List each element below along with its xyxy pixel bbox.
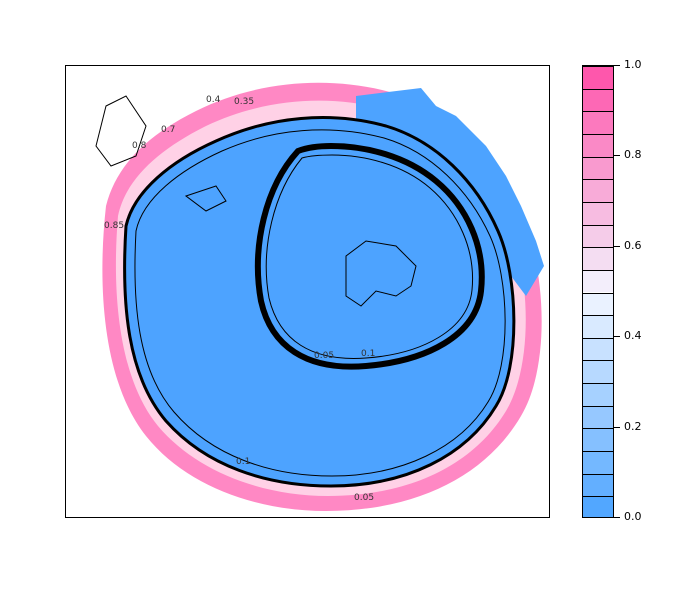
colorbar-tick-label: 0.0: [624, 510, 642, 523]
colorbar: [582, 65, 614, 518]
colorbar-band: [583, 88, 613, 112]
colorbar-band: [583, 405, 613, 429]
contour-label: 0.8: [132, 141, 147, 151]
contour-label: 0.05: [314, 351, 334, 361]
colorbar-band: [583, 292, 613, 316]
colorbar-band: [583, 451, 613, 474]
colorbar-tick: [614, 336, 620, 338]
colorbar-tick-label: 0.8: [624, 148, 642, 162]
colorbar-tick: [614, 65, 620, 66]
colorbar-band: [583, 496, 613, 517]
contour-label: 0.1: [361, 349, 375, 359]
outer-contour-2: [134, 129, 506, 477]
colorbar-tick: [614, 426, 620, 428]
colorbar-band: [583, 201, 613, 225]
colorbar-band: [583, 473, 613, 497]
contour-label: 0.1: [236, 457, 250, 467]
colorbar-band: [583, 156, 613, 180]
contour-label: 0.85: [104, 221, 124, 231]
inner-ring: [254, 142, 485, 370]
colorbar-band: [583, 111, 613, 134]
colorbar-band: [583, 428, 613, 452]
colorbar-band: [583, 337, 613, 361]
colorbar-tick-label: 0.4: [624, 329, 642, 343]
contour-label: 0.7: [161, 125, 175, 135]
map-panel: 0.4 0.35 0.7 0.8 0.85 0.05 0.1 0.1 0.05: [65, 65, 550, 518]
colorbar-band: [583, 133, 613, 157]
contour-label: 0.05: [354, 493, 374, 503]
colorbar-tick: [614, 245, 620, 247]
inner-ring-2: [265, 154, 474, 359]
colorbar-tick-label: 1.0: [624, 58, 642, 71]
ice-field: [124, 117, 514, 486]
colorbar-band: [583, 179, 613, 202]
colorbar-band: [583, 269, 613, 293]
colorbar-tick-label: 0.2: [624, 419, 642, 433]
contour-label: 0.4: [206, 95, 221, 105]
coastline: [95, 95, 417, 307]
colorbar-tick: [614, 155, 620, 157]
colorbar-band: [583, 315, 613, 338]
contour-label: 0.35: [234, 97, 254, 107]
polar-map: 0.4 0.35 0.7 0.8 0.85 0.05 0.1 0.1 0.05: [95, 82, 544, 511]
outer-contour: [123, 116, 516, 488]
colorbar-band: [583, 383, 613, 406]
colorbar-tick-label: 0.6: [624, 238, 642, 252]
colorbar-band: [583, 224, 613, 248]
colorbar-band: [583, 247, 613, 270]
colorbar-band: [583, 66, 613, 89]
colorbar-tick: [614, 517, 620, 518]
colorbar-band: [583, 360, 613, 384]
